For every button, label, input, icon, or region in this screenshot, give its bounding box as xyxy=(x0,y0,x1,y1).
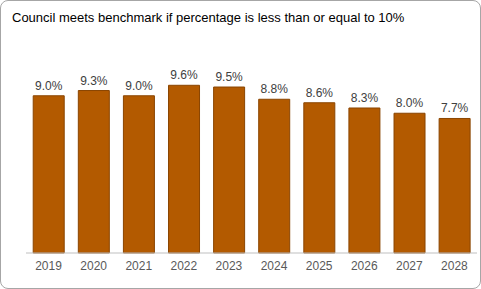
svg-text:2028: 2028 xyxy=(441,259,468,273)
svg-text:9.3%: 9.3% xyxy=(80,74,108,88)
svg-text:9.0%: 9.0% xyxy=(125,79,153,93)
svg-text:2024: 2024 xyxy=(261,259,288,273)
svg-text:2019: 2019 xyxy=(35,259,62,273)
svg-text:9.0%: 9.0% xyxy=(35,79,63,93)
svg-text:2020: 2020 xyxy=(80,259,107,273)
svg-text:2023: 2023 xyxy=(216,259,243,273)
html-text:Council meets benchmark if per: Council meets benchmark if percentage is… xyxy=(12,10,405,25)
svg-text:2022: 2022 xyxy=(170,259,197,273)
svg-text:8.3%: 8.3% xyxy=(351,91,379,105)
svg-text:2027: 2027 xyxy=(396,259,423,273)
svg-text:2021: 2021 xyxy=(125,259,152,273)
svg-text:9.5%: 9.5% xyxy=(215,70,243,84)
svg-text:8.0%: 8.0% xyxy=(396,96,424,110)
svg-text:2026: 2026 xyxy=(351,259,378,273)
svg-text:9.6%: 9.6% xyxy=(170,68,198,82)
svg-text:8.6%: 8.6% xyxy=(306,86,334,100)
svg-text:2025: 2025 xyxy=(306,259,333,273)
svg-text:7.7%: 7.7% xyxy=(441,101,469,115)
svg-text:8.8%: 8.8% xyxy=(261,82,289,96)
